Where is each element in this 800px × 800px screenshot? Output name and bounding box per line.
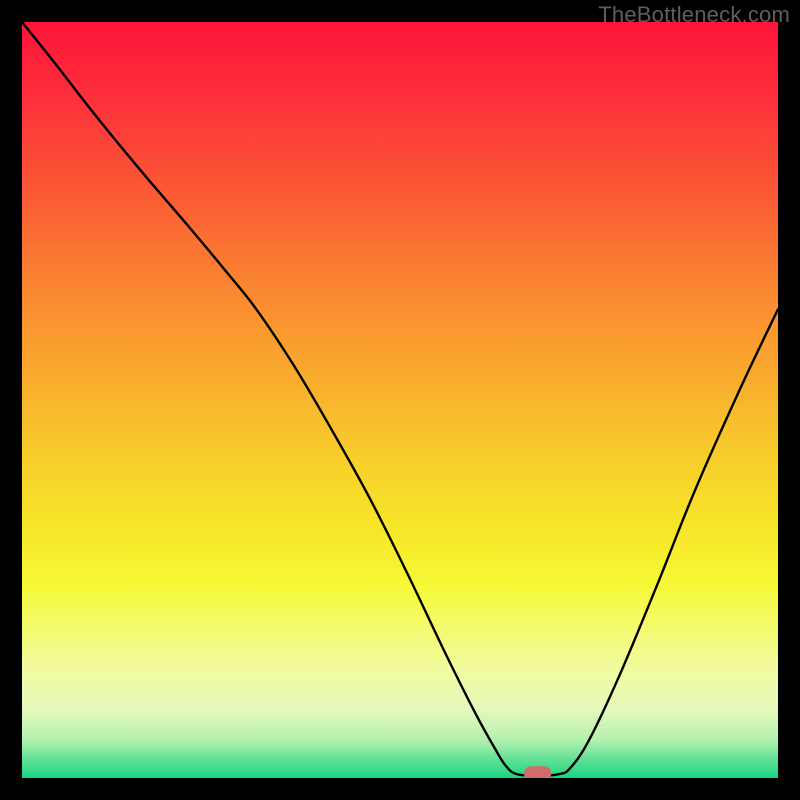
outer-frame: TheBottleneck.com: [0, 0, 800, 800]
watermark-label: TheBottleneck.com: [598, 2, 790, 28]
chart-background: [22, 22, 778, 778]
bottleneck-chart: [22, 22, 778, 778]
chart-svg: [22, 22, 778, 778]
optimal-marker: [524, 766, 551, 778]
